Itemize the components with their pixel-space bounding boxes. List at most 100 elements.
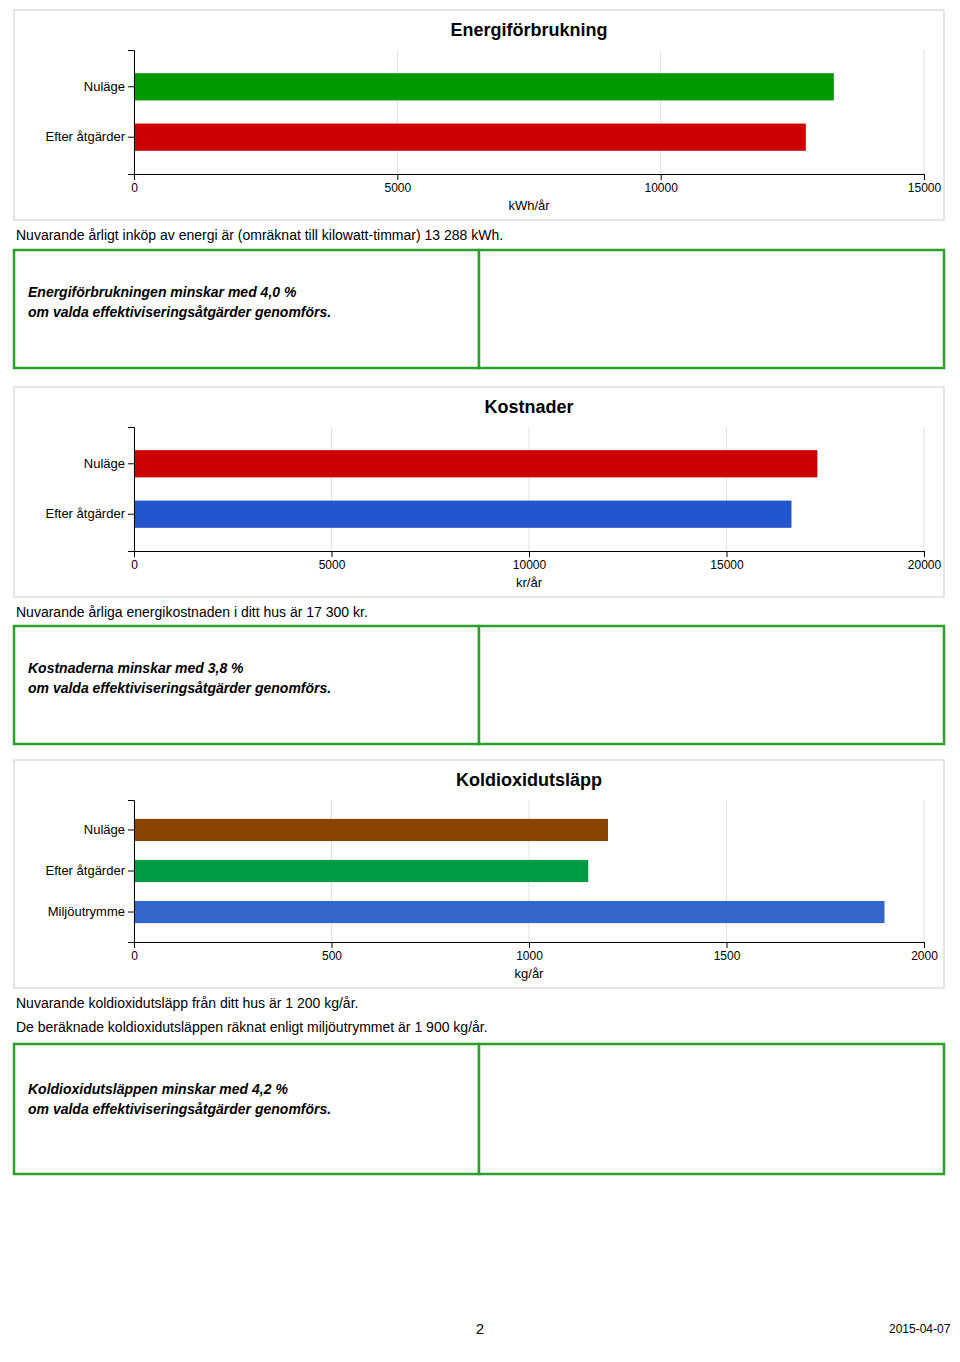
y-axis: MiljöutrymmeEfter åtgärderNuläge <box>46 801 135 943</box>
tick-label: Efter åtgärder <box>46 129 126 144</box>
tick-label: Efter åtgärder <box>46 506 126 521</box>
tick: 500 <box>322 942 342 963</box>
tick-mark <box>128 137 134 138</box>
summary-line: Energiförbrukningen minskar med 4,0 % <box>28 284 297 300</box>
tick-label: 2000 <box>911 949 938 963</box>
tick-mark <box>661 174 662 180</box>
tick: 1500 <box>714 942 741 963</box>
axis-title: kr/år <box>516 575 543 590</box>
summary-box <box>479 250 944 368</box>
tick-mark <box>529 942 530 948</box>
tick: Nuläge <box>84 456 134 471</box>
tick-label: Nuläge <box>84 79 125 94</box>
tick-mark <box>397 174 398 180</box>
axis-line <box>135 943 925 949</box>
tick: 5000 <box>384 174 411 195</box>
tick-mark <box>332 942 333 948</box>
tick-label: 1500 <box>714 949 741 963</box>
y-axis: Efter åtgärder Nuläge <box>46 428 135 552</box>
tick-label: Nuläge <box>84 456 125 471</box>
chart-section: Koldioxidutsläpp 0 500 1000 1500 2000 Miljöutr… <box>14 760 944 1174</box>
tick-mark <box>128 871 134 872</box>
annotation: Nuvarande koldioxidutsläpp från ditt hus… <box>16 995 358 1011</box>
tick-label: Miljöutrymme <box>48 904 125 919</box>
page-number: 2 <box>476 1320 484 1337</box>
grid <box>134 50 924 174</box>
x-axis: 0 500 1000 1500 2000 <box>131 942 938 963</box>
tick-mark <box>128 463 134 464</box>
summary-text: Energiförbrukningen minskar med 4,0 % om … <box>28 284 331 320</box>
tick-label: 15000 <box>908 181 942 195</box>
tick: 0 <box>131 942 138 963</box>
tick-mark <box>128 912 134 913</box>
grid <box>134 800 924 942</box>
tick-mark <box>332 551 333 557</box>
x-axis: 0 5000 10000 15000 20000 <box>131 551 941 572</box>
summary-line: om valda effektiviseringsåtgärder genomf… <box>28 1101 331 1117</box>
tick: 20000 <box>908 551 942 572</box>
tick: Efter åtgärder <box>46 129 135 144</box>
tick-mark <box>727 942 728 948</box>
annotation: Nuvarande årligt inköp av energi är (omr… <box>16 227 503 243</box>
tick: Efter åtgärder <box>46 506 135 521</box>
tick: 2000 <box>911 942 938 963</box>
tick-mark <box>924 942 925 948</box>
page: Energiförbrukning050001000015000Efter åt… <box>0 0 960 1362</box>
summary-line: Kostnaderna minskar med 3,8 % <box>28 660 244 676</box>
summary-line: om valda effektiviseringsåtgärder genomf… <box>28 304 331 320</box>
summary-box <box>479 1044 944 1174</box>
tick: 0 <box>131 551 138 572</box>
chart-section: Energiförbrukning050001000015000Efter åt… <box>14 10 944 368</box>
summary-text: Koldioxidutsläppen minskar med 4,2 %om v… <box>28 1081 331 1117</box>
tick: 15000 <box>710 551 744 572</box>
tick-label: 0 <box>131 949 138 963</box>
tick: Nuläge <box>84 822 134 837</box>
tick-label: 0 <box>131 558 138 572</box>
chart-frame <box>14 387 944 597</box>
bar <box>134 819 608 841</box>
tick-mark <box>924 551 925 557</box>
tick-label: 15000 <box>710 558 744 572</box>
axis-line <box>128 801 135 943</box>
tick: 5000 <box>319 551 346 572</box>
tick: Nuläge <box>84 79 134 94</box>
chart-title: Kostnader <box>484 397 573 417</box>
axis-line <box>135 175 925 181</box>
grid-line <box>529 427 530 551</box>
tick: 10000 <box>513 551 547 572</box>
grid-line <box>331 427 332 551</box>
bars <box>134 450 817 528</box>
tick-label: Nuläge <box>84 822 125 837</box>
bar <box>134 860 588 882</box>
bars <box>134 819 885 923</box>
grid-line <box>660 50 661 174</box>
tick-label: 5000 <box>384 181 411 195</box>
tick-mark <box>529 551 530 557</box>
tick-label: 10000 <box>644 181 678 195</box>
tick-label: 10000 <box>513 558 547 572</box>
bar <box>134 73 834 100</box>
grid-line <box>726 427 727 551</box>
summary-box <box>479 626 944 744</box>
tick-mark <box>128 829 134 830</box>
tick-label: 0 <box>131 181 138 195</box>
chart-title: Koldioxidutsläpp <box>456 770 602 790</box>
chart-frame <box>14 10 944 220</box>
annotation: De beräknade koldioxidutsläppen räknat e… <box>16 1019 488 1035</box>
tick: Miljöutrymme <box>48 904 134 919</box>
summary-text: Kostnaderna minskar med 3,8 %om valda ef… <box>28 660 331 696</box>
tick: 15000 <box>908 174 942 195</box>
bar <box>134 124 806 151</box>
tick-label: 1000 <box>516 949 543 963</box>
x-axis: 0 5000 10000 15000 <box>131 174 941 195</box>
axis-line <box>128 428 135 552</box>
axis-title: kg/år <box>515 966 545 981</box>
summary-box <box>14 250 479 368</box>
summary-box <box>14 626 479 744</box>
tick-label: 500 <box>322 949 342 963</box>
footer-date: 2015-04-07 <box>889 1322 951 1336</box>
tick: 1000 <box>516 942 543 963</box>
summary-box <box>14 1044 479 1174</box>
bar <box>134 501 791 528</box>
grid-line <box>924 427 925 551</box>
